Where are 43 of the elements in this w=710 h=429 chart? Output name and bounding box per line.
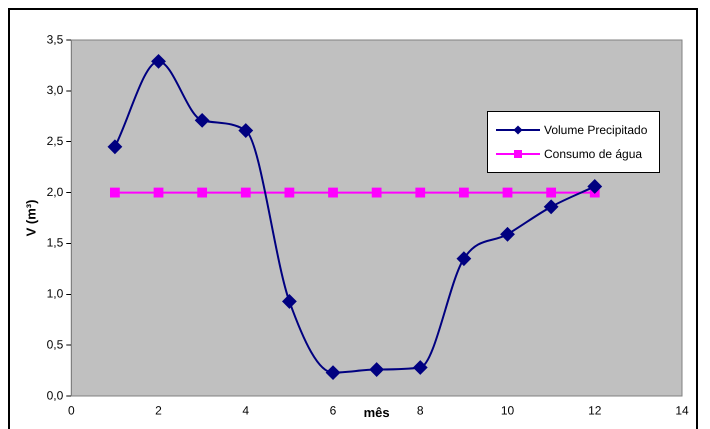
x-tick-label: 12 [588,404,602,418]
point [284,188,294,198]
y-axis-title: V (m³) [23,200,38,236]
point [282,294,296,308]
y-tick-label: 0,5 [46,337,64,352]
y-tick-label: 1,5 [46,236,64,250]
point [500,227,515,242]
point [546,188,556,198]
point [240,188,251,198]
y-tick-label: 0,0 [46,388,64,402]
point [152,54,166,68]
point [413,360,428,375]
x-tick-label: 10 [500,404,515,418]
x-axis-title: mês [364,404,390,420]
point [458,188,469,198]
point [326,366,340,380]
x-tick-label: 2 [155,404,162,418]
legend-label: Consumo de água [544,147,642,162]
point [195,113,210,128]
point [108,140,122,154]
x-tick-label: 14 [675,404,689,418]
point [588,179,602,194]
x-tick-label: 0 [68,404,75,418]
y-tick-label: 3,5 [46,32,64,46]
y-tick-label: 3,0 [46,83,64,98]
y-tick-label: 2,5 [46,134,64,148]
y-tick-label: 2,0 [46,184,64,199]
point [370,362,384,377]
point [328,188,338,198]
x-tick-label: 6 [330,404,337,418]
point [197,188,208,198]
point [110,188,120,198]
x-tick-label: 4 [242,404,250,418]
y-tick-label: 1,0 [46,286,64,301]
legend-label: Volume Precipitado [544,123,648,138]
x-tick-label: 8 [416,404,424,418]
point [154,188,164,198]
point [415,188,426,198]
point [372,188,382,198]
point [456,252,471,266]
point [502,188,512,198]
point [544,200,558,214]
point [238,124,253,138]
